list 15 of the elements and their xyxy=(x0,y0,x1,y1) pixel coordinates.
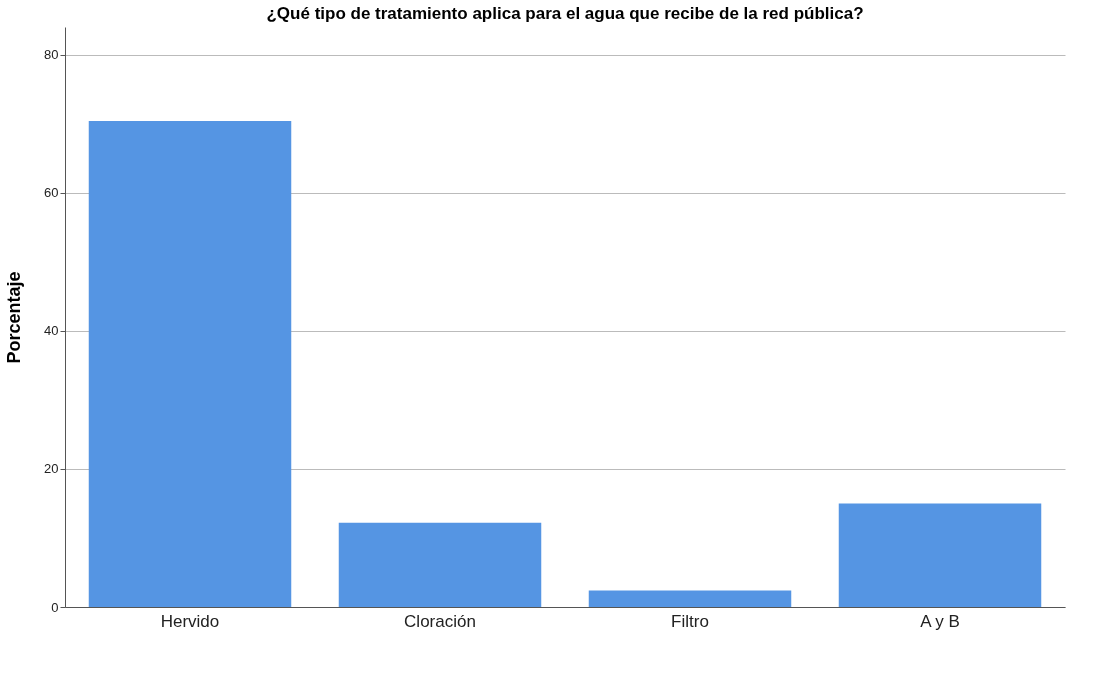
bar xyxy=(588,590,792,607)
x-tick-label: A y B xyxy=(920,611,960,631)
x-tick-label: Cloración xyxy=(404,611,476,631)
x-tick-label: Hervido xyxy=(160,611,220,631)
chart-title: ¿Qué tipo de tratamiento aplica para el agua que recibe de la red pública? xyxy=(266,4,864,23)
y-tick-label: 0 xyxy=(51,599,59,615)
y-tick-label: 20 xyxy=(44,461,59,477)
x-tick-label: Filtro xyxy=(671,611,709,631)
y-tick-label: 60 xyxy=(44,185,59,201)
bar xyxy=(88,120,292,607)
bar xyxy=(338,522,542,607)
y-axis-title: Porcentaje xyxy=(4,271,25,364)
y-tick-label: 40 xyxy=(44,323,59,339)
y-tick-label: 80 xyxy=(44,47,59,63)
bar xyxy=(838,503,1042,607)
